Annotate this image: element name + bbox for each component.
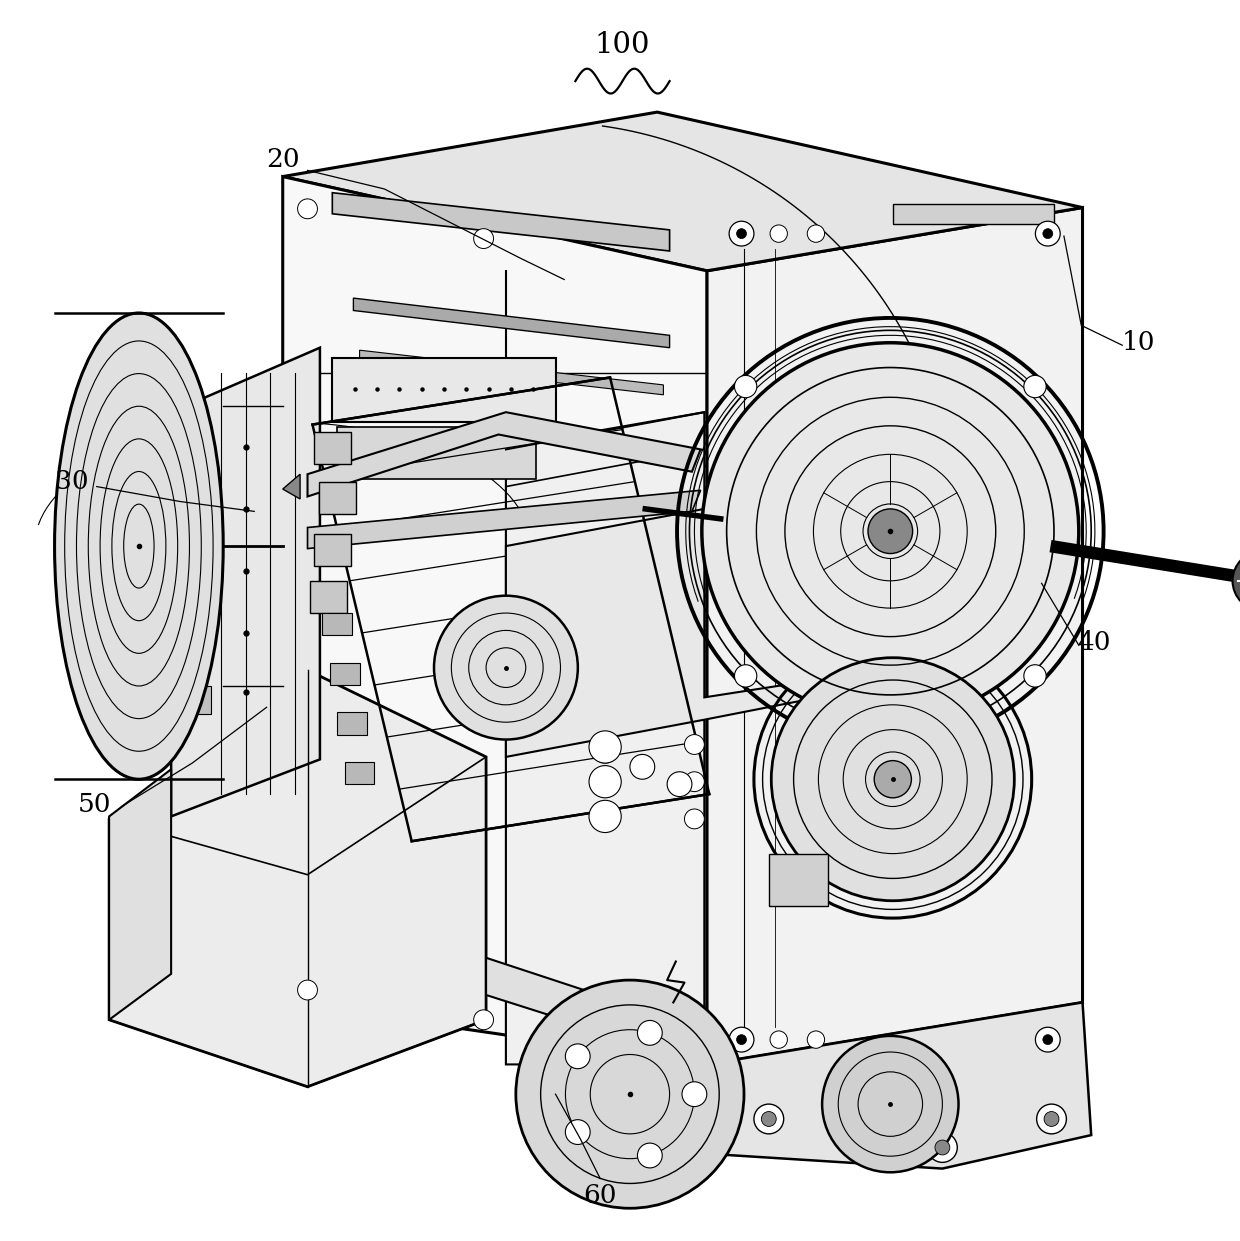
- Circle shape: [434, 596, 578, 740]
- Circle shape: [737, 228, 746, 238]
- Circle shape: [1024, 375, 1047, 397]
- Bar: [893, 204, 1054, 223]
- Circle shape: [874, 761, 911, 798]
- Circle shape: [630, 755, 655, 779]
- Text: 30: 30: [55, 469, 89, 494]
- Circle shape: [684, 809, 704, 829]
- Circle shape: [593, 738, 618, 763]
- Circle shape: [771, 658, 1014, 901]
- Circle shape: [589, 800, 621, 833]
- Circle shape: [734, 665, 756, 688]
- Text: 40: 40: [1076, 630, 1111, 655]
- Circle shape: [822, 1036, 959, 1173]
- Circle shape: [1233, 551, 1240, 611]
- Circle shape: [637, 1143, 662, 1168]
- Bar: [314, 534, 351, 566]
- Bar: [184, 438, 211, 465]
- Text: 60: 60: [583, 1184, 618, 1209]
- Circle shape: [770, 1031, 787, 1049]
- Circle shape: [868, 509, 913, 553]
- Circle shape: [734, 375, 756, 397]
- Polygon shape: [332, 192, 670, 251]
- Polygon shape: [506, 509, 818, 757]
- Polygon shape: [707, 207, 1083, 1065]
- Polygon shape: [283, 176, 707, 1065]
- Circle shape: [928, 1133, 957, 1163]
- Bar: [310, 581, 347, 613]
- Polygon shape: [486, 958, 704, 1065]
- Ellipse shape: [55, 313, 223, 779]
- Text: 100: 100: [595, 31, 650, 60]
- Bar: [184, 562, 211, 589]
- Circle shape: [1037, 1104, 1066, 1134]
- Circle shape: [682, 1082, 707, 1107]
- Bar: [322, 613, 352, 635]
- Circle shape: [754, 1104, 784, 1134]
- Circle shape: [1024, 665, 1047, 688]
- Circle shape: [935, 1140, 950, 1155]
- Circle shape: [1043, 228, 1053, 238]
- Bar: [337, 427, 536, 479]
- Circle shape: [1035, 1028, 1060, 1052]
- Circle shape: [1043, 1035, 1053, 1045]
- Circle shape: [1044, 1112, 1059, 1127]
- Circle shape: [729, 1028, 754, 1052]
- Bar: [769, 854, 828, 906]
- Text: 50: 50: [77, 792, 112, 817]
- Circle shape: [474, 1010, 494, 1030]
- Bar: [184, 686, 211, 714]
- Polygon shape: [171, 347, 320, 817]
- Circle shape: [770, 225, 787, 242]
- Circle shape: [516, 980, 744, 1209]
- Circle shape: [684, 735, 704, 755]
- Polygon shape: [109, 769, 171, 1020]
- Circle shape: [589, 766, 621, 798]
- Polygon shape: [308, 412, 701, 496]
- Bar: [184, 500, 211, 527]
- Polygon shape: [283, 112, 1083, 271]
- Polygon shape: [109, 670, 486, 1087]
- Circle shape: [807, 1031, 825, 1049]
- Circle shape: [565, 1044, 590, 1069]
- Bar: [345, 762, 374, 784]
- Circle shape: [474, 228, 494, 248]
- Circle shape: [761, 1112, 776, 1127]
- Bar: [337, 712, 367, 735]
- Circle shape: [702, 343, 1079, 720]
- Circle shape: [589, 731, 621, 763]
- Circle shape: [298, 199, 317, 218]
- Circle shape: [807, 225, 825, 242]
- Bar: [330, 663, 360, 685]
- Circle shape: [298, 980, 317, 1000]
- Polygon shape: [308, 490, 701, 549]
- Bar: [319, 482, 356, 514]
- Text: 20: 20: [265, 146, 300, 171]
- Circle shape: [667, 772, 692, 797]
- Circle shape: [737, 1035, 746, 1045]
- Polygon shape: [506, 412, 704, 1065]
- Bar: [314, 432, 351, 464]
- Polygon shape: [353, 298, 670, 347]
- Polygon shape: [283, 474, 300, 499]
- Bar: [332, 357, 556, 422]
- Polygon shape: [360, 350, 663, 395]
- Circle shape: [684, 772, 704, 792]
- Circle shape: [1035, 221, 1060, 246]
- Circle shape: [729, 221, 754, 246]
- Text: 10: 10: [1121, 330, 1156, 355]
- Circle shape: [637, 1020, 662, 1045]
- Polygon shape: [707, 1003, 1091, 1169]
- Circle shape: [565, 1119, 590, 1144]
- Bar: [184, 624, 211, 652]
